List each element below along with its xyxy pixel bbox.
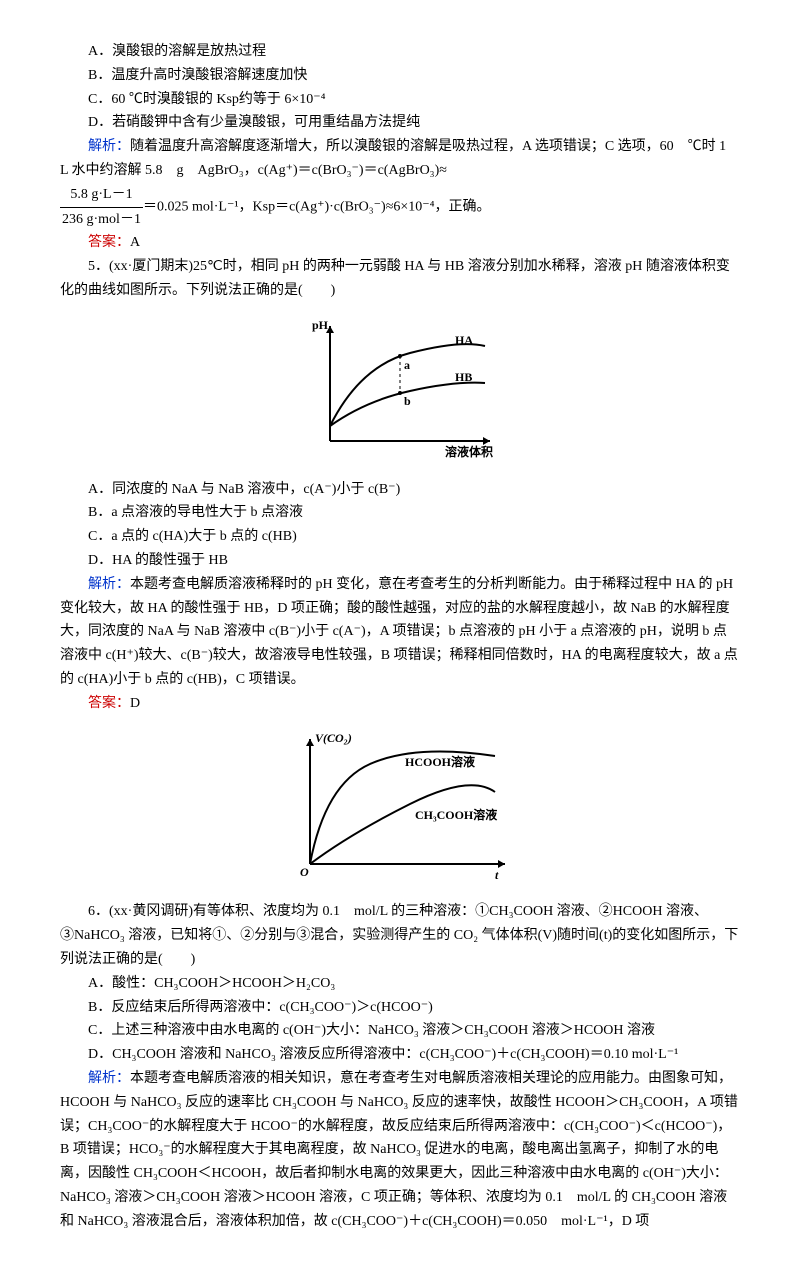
q4-answer-value: A	[130, 235, 140, 250]
q4-opt-b: B．温度升高时溴酸银溶解速度加快	[60, 64, 740, 88]
q5-answer: 答案：D	[60, 692, 740, 716]
q6-chart-co2: V(CO₂) t O HCOOH溶液 CH₃COOH溶液	[60, 724, 740, 893]
curve-hcooh: HCOOH溶液	[405, 754, 475, 769]
q4-analysis-line1: 解析：随着温度升高溶解度逐渐增大，所以溴酸银的溶解是吸热过程，A 选项错误；C …	[60, 135, 740, 183]
curve-ch3cooh: CH₃COOH溶液	[415, 807, 497, 822]
q5-answer-value: D	[130, 696, 140, 711]
q5-opt-b: B．a 点溶液的导电性大于 b 点溶液	[60, 501, 740, 525]
q5-analysis: 解析：本题考查电解质溶液稀释时的 pH 变化，意在考查考生的分析判断能力。由于稀…	[60, 573, 740, 692]
q4-analysis-text2: ＝0.025 mol·L⁻¹，Ksp＝c(Ag⁺)·c(BrO₃⁻)≈6×10⁻…	[143, 199, 491, 214]
answer-label: 答案：	[88, 235, 130, 250]
q6-opt-a: A．酸性：CH₃COOH＞HCOOH＞H₂CO₃	[60, 972, 740, 996]
q4-analysis-text1: 随着温度升高溶解度逐渐增大，所以溴酸银的溶解是吸热过程，A 选项错误；C 选项，…	[60, 139, 740, 178]
point-b: b	[404, 394, 411, 408]
curve-hb: HB	[455, 370, 472, 384]
point-a: a	[404, 358, 410, 372]
answer-label: 答案：	[88, 696, 130, 711]
q4-answer: 答案：A	[60, 231, 740, 255]
y-axis-label: pH	[312, 318, 329, 332]
analysis-label: 解析：	[88, 139, 130, 154]
q4-opt-c: C．60 ℃时溴酸银的 Ksp约等于 6×10⁻⁴	[60, 88, 740, 112]
q6-opt-c: C．上述三种溶液中由水电离的 c(OH⁻)大小：NaHCO₃ 溶液＞CH₃COO…	[60, 1019, 740, 1043]
origin-label: O	[300, 865, 309, 879]
q6-opt-b: B．反应结束后所得两溶液中：c(CH₃COO⁻)＞c(HCOO⁻)	[60, 996, 740, 1020]
q5-stem: 5．(xx·厦门期末)25℃时，相同 pH 的两种一元弱酸 HA 与 HB 溶液…	[60, 255, 740, 303]
x-axis-label: t	[495, 868, 499, 882]
frac-num: 5.8 g·L－1	[60, 183, 143, 208]
q4-analysis-line2: 5.8 g·L－1 236 g·mol－1 ＝0.025 mol·L⁻¹，Ksp…	[60, 183, 740, 232]
q6-stem: 6．(xx·黄冈调研)有等体积、浓度均为 0.1 mol/L 的三种溶液：①CH…	[60, 900, 740, 971]
q5-analysis-text: 本题考查电解质溶液稀释时的 pH 变化，意在考查考生的分析判断能力。由于稀释过程…	[60, 577, 738, 687]
fraction: 5.8 g·L－1 236 g·mol－1	[60, 183, 143, 232]
y-axis-label: V(CO₂)	[315, 731, 352, 745]
q6-opt-d: D．CH₃COOH 溶液和 NaHCO₃ 溶液反应所得溶液中：c(CH₃COO⁻…	[60, 1043, 740, 1067]
q5-opt-a: A．同浓度的 NaA 与 NaB 溶液中，c(A⁻)小于 c(B⁻)	[60, 478, 740, 502]
q5-chart-ph: pH 溶液体积 HA HB a b	[60, 311, 740, 470]
q6-analysis: 解析：本题考查电解质溶液的相关知识，意在考查考生对电解质溶液相关理论的应用能力。…	[60, 1067, 740, 1234]
x-axis-label: 溶液体积	[445, 444, 493, 459]
q4-opt-a: A．溴酸银的溶解是放热过程	[60, 40, 740, 64]
q4-opt-d: D．若硝酸钾中含有少量溴酸银，可用重结晶方法提纯	[60, 111, 740, 135]
curve-ha: HA	[455, 333, 473, 347]
q5-opt-d: D．HA 的酸性强于 HB	[60, 549, 740, 573]
q6-analysis-text: 本题考查电解质溶液的相关知识，意在考查考生对电解质溶液相关理论的应用能力。由图象…	[60, 1071, 738, 1229]
analysis-label: 解析：	[88, 577, 130, 592]
frac-den: 236 g·mol－1	[60, 208, 143, 232]
analysis-label: 解析：	[88, 1071, 130, 1086]
q5-opt-c: C．a 点的 c(HA)大于 b 点的 c(HB)	[60, 525, 740, 549]
